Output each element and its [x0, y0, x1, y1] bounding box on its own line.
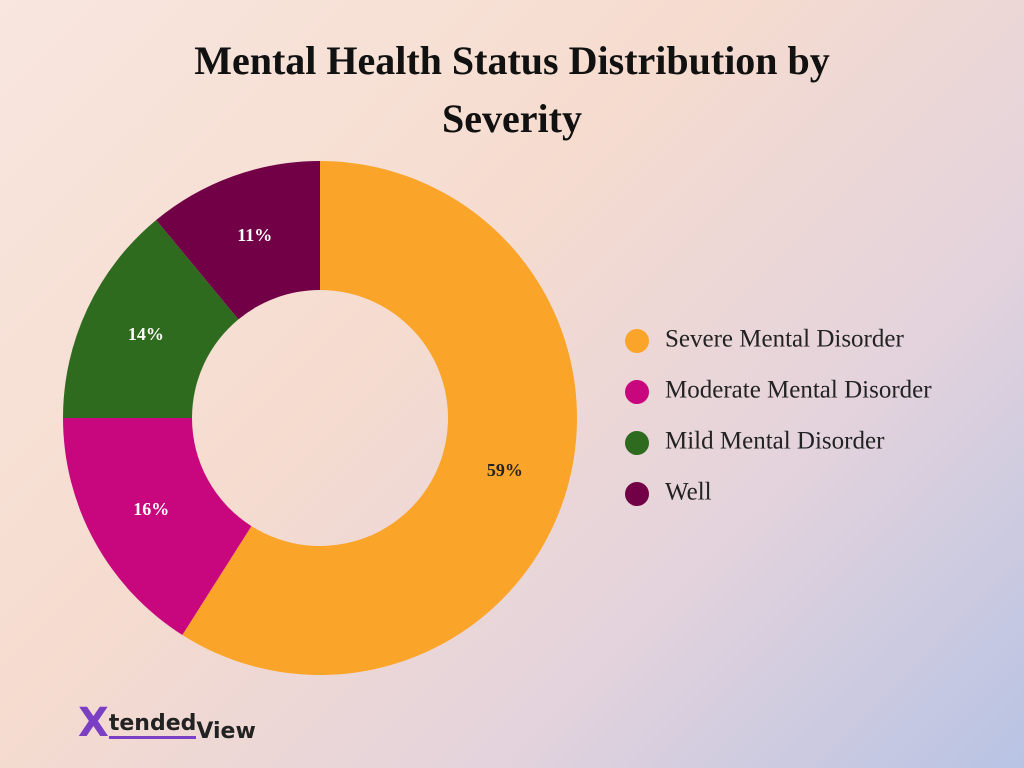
value-label: 59% — [487, 460, 523, 480]
logo-text: tended — [108, 711, 197, 739]
legend-swatch — [625, 431, 649, 455]
donut-slice — [63, 418, 252, 635]
donut-slice — [182, 161, 577, 675]
value-label: 11% — [237, 225, 272, 245]
logo-mark: X — [78, 700, 109, 746]
legend-swatch — [625, 329, 649, 353]
donut-slice — [156, 161, 320, 320]
value-label: 16% — [133, 499, 169, 519]
logo-suffix: View — [196, 719, 256, 744]
logo: XtendedView — [78, 700, 256, 746]
legend-label: Well — [665, 479, 712, 506]
legend-swatch — [625, 380, 649, 404]
legend-swatch — [625, 482, 649, 506]
legend-label: Moderate Mental Disorder — [665, 377, 932, 404]
donut-slice — [63, 219, 239, 418]
legend-label: Mild Mental Disorder — [665, 428, 885, 455]
value-label: 14% — [128, 324, 164, 344]
chart-title: Mental Health Status Distribution by Sev… — [194, 38, 830, 141]
legend-label: Severe Mental Disorder — [665, 326, 904, 353]
